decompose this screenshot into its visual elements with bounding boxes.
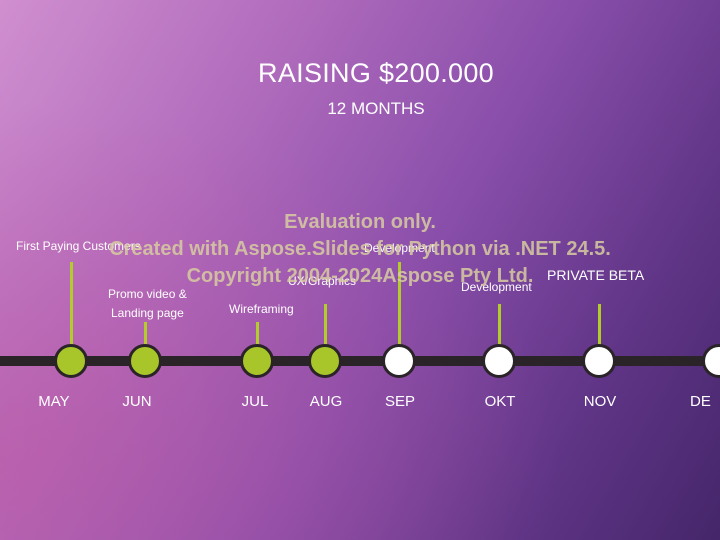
annotation-jul: Wireframing bbox=[229, 302, 294, 316]
timeline-stem-aug bbox=[324, 304, 327, 358]
annotation-may: First Paying Customers bbox=[16, 239, 141, 253]
milestone-dot-aug bbox=[308, 344, 342, 378]
month-label-sep: SEP bbox=[384, 393, 415, 410]
timeline-track bbox=[0, 356, 720, 366]
timeline-stem-sep bbox=[398, 262, 401, 358]
watermark-line-2: Created with Aspose.Slides for Python vi… bbox=[109, 238, 611, 260]
milestone-dot-okt bbox=[482, 344, 516, 378]
watermark-line-1: Evaluation only. bbox=[284, 211, 436, 233]
slide-subtitle: 12 MONTHS bbox=[327, 99, 425, 118]
month-label-dec: DE bbox=[690, 393, 711, 410]
annotation-jun-line2: Landing page bbox=[111, 306, 184, 320]
month-label-jun: JUN bbox=[122, 393, 152, 410]
slide-title: RAISING $200.000 bbox=[258, 58, 494, 88]
month-label-nov: NOV bbox=[583, 393, 617, 410]
timeline-stem-jun bbox=[144, 322, 147, 358]
annotation-sep: Development bbox=[364, 241, 435, 255]
timeline-stem-jul bbox=[256, 322, 259, 358]
timeline-stem-may bbox=[70, 262, 73, 358]
annotation-jun-line1: Promo video & bbox=[108, 287, 187, 301]
annotation-okt: Development bbox=[461, 280, 532, 294]
annotation-nov: PRIVATE BETA bbox=[547, 267, 645, 283]
watermark-line-3: Copyright 2004-2024Aspose Pty Ltd. bbox=[186, 265, 534, 287]
month-label-aug: AUG bbox=[309, 393, 343, 410]
timeline-stem-okt bbox=[498, 304, 501, 358]
milestone-dot-jul bbox=[240, 344, 274, 378]
milestone-dot-sep bbox=[382, 344, 416, 378]
timeline-stem-nov bbox=[598, 304, 601, 358]
milestone-dot-nov bbox=[582, 344, 616, 378]
milestone-dot-dec bbox=[702, 344, 720, 378]
milestone-dot-jun bbox=[128, 344, 162, 378]
milestone-dot-may bbox=[54, 344, 88, 378]
month-label-jul: JUL bbox=[241, 393, 269, 410]
month-label-okt: OKT bbox=[484, 393, 516, 410]
annotation-aug: UX/Graphics bbox=[288, 274, 357, 288]
month-label-may: MAY bbox=[38, 393, 70, 410]
